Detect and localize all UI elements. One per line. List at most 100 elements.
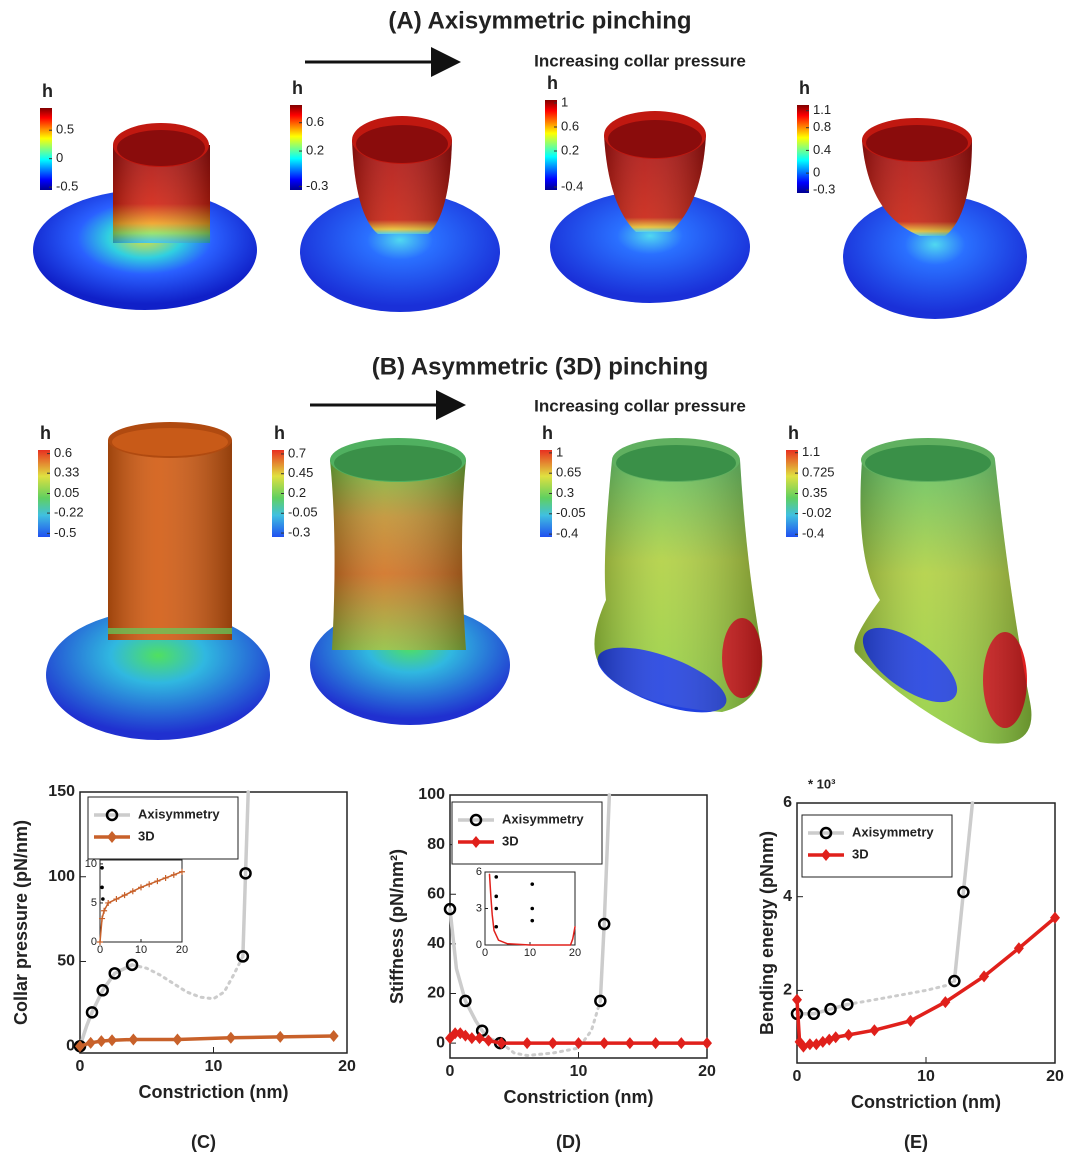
point — [843, 1028, 854, 1041]
point — [792, 993, 802, 1006]
colorbar-label: h — [799, 78, 810, 98]
x-tick-label: 20 — [176, 944, 188, 956]
x-axis-label: Constriction (nm) — [851, 1092, 1001, 1112]
x-tick-label: 10 — [917, 1068, 935, 1085]
point — [154, 878, 161, 885]
colorbar — [290, 105, 302, 190]
point — [121, 892, 128, 899]
point — [466, 1032, 477, 1045]
caption: (C) — [191, 1132, 216, 1152]
point — [676, 1037, 687, 1050]
point — [869, 1024, 880, 1037]
colorbar-label: h — [40, 423, 51, 443]
point — [494, 906, 499, 911]
point — [105, 899, 112, 906]
point — [957, 885, 970, 899]
colorbar-tick-label: 1 — [556, 444, 563, 459]
point — [75, 1040, 85, 1053]
colorbar-tick-label: -0.5 — [54, 525, 76, 540]
colorbar-tick-label: 1.1 — [802, 444, 820, 459]
point — [650, 1037, 661, 1050]
point — [948, 974, 961, 988]
point — [494, 894, 499, 899]
x-axis-label: Constriction (nm) — [139, 1082, 289, 1102]
x-tick-label: 10 — [135, 944, 147, 956]
point — [101, 897, 105, 901]
series-line — [241, 790, 250, 959]
shape — [310, 438, 510, 725]
x-tick-label: 0 — [446, 1063, 455, 1080]
point — [162, 874, 169, 881]
point — [108, 967, 121, 980]
y-tick-label: 2 — [783, 982, 792, 999]
colorbar-tick-label: 0.2 — [288, 485, 306, 500]
arrow-label: Increasing collar pressure — [534, 396, 746, 415]
y-tick-label: 50 — [57, 953, 75, 970]
colorbar-label: h — [42, 81, 53, 101]
colorbar-tick-label: -0.02 — [802, 505, 832, 520]
colorbar-tick-label: -0.3 — [288, 524, 310, 539]
point — [702, 1037, 712, 1050]
colorbar-tick-label: 0.4 — [813, 142, 831, 157]
colorbar-label: h — [274, 423, 285, 443]
series-line — [795, 1002, 850, 1016]
series-line — [598, 793, 612, 1003]
y-tick-label: 100 — [48, 868, 75, 885]
y-tick-label: 6 — [783, 794, 792, 811]
legend-label: Axisymmetry — [502, 811, 584, 826]
point — [830, 1031, 841, 1044]
y-tick-label: 6 — [476, 866, 482, 878]
colorbar — [540, 450, 552, 537]
point — [101, 907, 108, 914]
point — [97, 939, 103, 945]
shape — [46, 422, 270, 740]
point — [483, 1034, 494, 1047]
x-tick-label: 0 — [793, 1068, 802, 1085]
colorbar-tick-label: 0.6 — [54, 445, 72, 460]
x-tick-label: 10 — [570, 1063, 588, 1080]
series-group — [488, 873, 576, 946]
colorbar-label: h — [788, 423, 799, 443]
point — [496, 1037, 507, 1050]
point — [940, 996, 951, 1009]
point — [100, 885, 104, 890]
point — [624, 1037, 635, 1050]
colorbar-tick-label: -0.3 — [813, 182, 835, 197]
legend-label: Axisymmetry — [138, 806, 220, 821]
colorbar-tick-label: 0.5 — [56, 122, 74, 137]
point — [443, 902, 457, 916]
x-tick-label: 0 — [482, 947, 488, 959]
y-axis-label: Stiffness (pN/nm²) — [387, 849, 407, 1004]
point — [469, 813, 483, 827]
point — [494, 924, 499, 929]
colorbar-tick-label: -0.05 — [288, 505, 318, 520]
point — [450, 1027, 461, 1040]
series-group — [790, 801, 1060, 1053]
point — [599, 1037, 610, 1050]
point — [573, 1037, 584, 1050]
colorbar-tick-label: -0.4 — [556, 526, 578, 541]
point — [530, 882, 535, 886]
point — [594, 994, 607, 1008]
colorbar-tick-label: 0.725 — [802, 465, 835, 480]
caption: (D) — [556, 1132, 581, 1152]
x-tick-label: 0 — [97, 944, 103, 956]
point — [113, 896, 120, 903]
colorbar-tick-label: 0.33 — [54, 465, 79, 480]
colorbar — [545, 100, 557, 190]
point — [824, 1002, 837, 1016]
colorbar-tick-label: 0 — [813, 165, 820, 180]
colorbar-tick-label: 1 — [561, 94, 568, 109]
shape — [854, 438, 1032, 744]
shape — [300, 116, 500, 312]
panel-title: (B) Asymmetric (3D) pinching — [372, 353, 708, 380]
point — [328, 1030, 339, 1043]
point — [96, 984, 109, 997]
point — [530, 918, 535, 923]
y-tick-label: 0 — [66, 1037, 75, 1054]
y-tick-label: 5 — [91, 897, 97, 909]
shape — [550, 111, 750, 303]
point — [107, 1034, 118, 1047]
series-line — [130, 954, 245, 1001]
